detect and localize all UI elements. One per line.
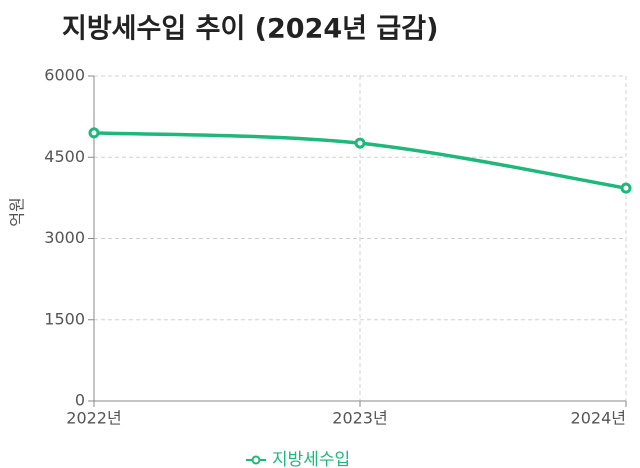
x-tick-label: 2024년 [571,409,626,428]
legend-label: 지방세수입 [272,450,350,468]
legend-marker [251,455,261,465]
y-tick-label: 6000 [44,66,85,85]
chart-title: 지방세수입 추이 (2024년 급감) [62,14,438,45]
point [354,137,366,149]
point [88,127,100,139]
y-tick-label: 4500 [44,147,85,166]
x-tick-label: 2022년 [66,409,121,428]
y-tick-label: 0 [75,391,85,410]
y-tick-label: 1500 [44,309,85,328]
y-axis-label: 억원 [8,197,27,226]
point [620,182,632,194]
x-tick-label: 2023년 [332,409,387,428]
y-tick-label: 3000 [44,228,85,247]
